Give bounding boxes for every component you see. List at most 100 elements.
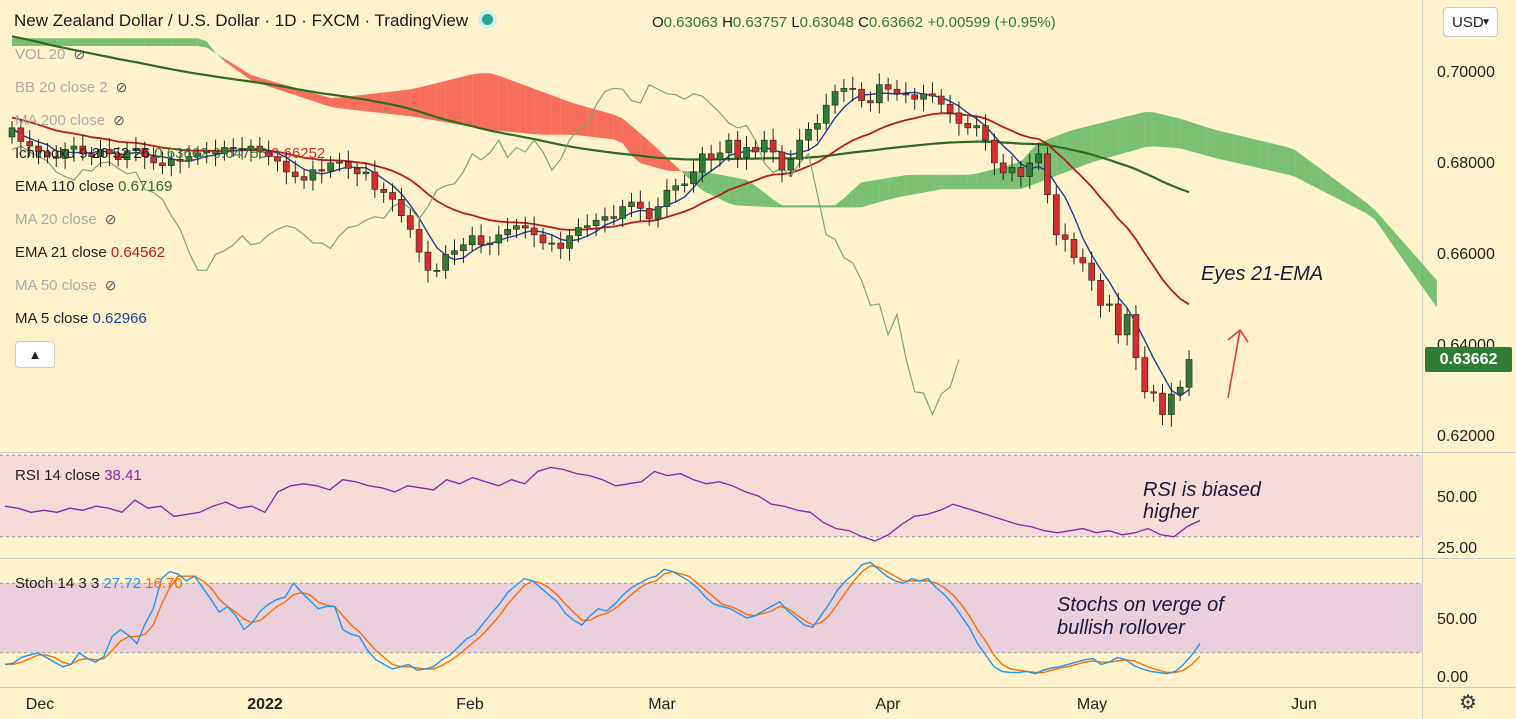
candle bbox=[52, 156, 60, 159]
kumo-segment bbox=[321, 95, 331, 107]
kumo-segment bbox=[82, 38, 92, 46]
kumo-segment bbox=[905, 174, 915, 196]
candle bbox=[840, 87, 848, 92]
candle bbox=[796, 139, 803, 160]
legend-ichimoku-9-26-52-26[interactable]: Ichimoku 9 26 52 26 0.63662 0.64755 0.66… bbox=[15, 145, 325, 162]
kumo-segment bbox=[976, 171, 986, 190]
legend-ma-50-close[interactable]: MA 50 close ⊘ bbox=[15, 277, 116, 294]
legend-value: 0.66252 bbox=[266, 145, 326, 162]
kumo-segment bbox=[1304, 156, 1313, 186]
candle bbox=[1088, 262, 1095, 281]
candle bbox=[530, 227, 538, 236]
candle bbox=[760, 139, 768, 153]
candle bbox=[504, 229, 511, 236]
candle bbox=[601, 216, 609, 221]
candle bbox=[8, 127, 16, 138]
candle bbox=[663, 189, 671, 207]
kumo-segment bbox=[1251, 138, 1260, 169]
time-tick-label: Dec bbox=[26, 696, 54, 713]
stoch-k-line bbox=[4, 561, 1201, 675]
candle bbox=[300, 176, 308, 181]
kumo-segment bbox=[250, 74, 260, 84]
kumo-segment bbox=[897, 175, 906, 198]
currency-select[interactable]: USD ▼ bbox=[1443, 7, 1498, 37]
last-price-tag: 0.63662 bbox=[1425, 347, 1512, 372]
hidden-eye-icon[interactable]: ⊘ bbox=[73, 46, 86, 62]
candle bbox=[468, 235, 476, 246]
candle bbox=[415, 229, 423, 253]
kumo-segment bbox=[1339, 182, 1349, 205]
legend-ma-5-close[interactable]: MA 5 close 0.62966 bbox=[15, 310, 147, 327]
hidden-eye-icon[interactable]: ⊘ bbox=[104, 277, 117, 293]
kumo-segment bbox=[1277, 144, 1287, 175]
chevron-down-icon: ▼ bbox=[1481, 17, 1491, 28]
candle bbox=[229, 147, 237, 149]
panel-divider bbox=[0, 558, 1516, 559]
kumo-segment bbox=[737, 178, 747, 206]
candle bbox=[238, 148, 246, 150]
kumo-segment bbox=[498, 75, 508, 132]
candle bbox=[79, 145, 87, 155]
kumo-segment bbox=[1215, 129, 1225, 161]
kumo-segment bbox=[1401, 240, 1411, 270]
kumo-segment bbox=[1242, 136, 1251, 167]
kumo-segment bbox=[826, 205, 836, 208]
hidden-eye-icon[interactable]: ⊘ bbox=[115, 79, 128, 95]
kumo-segment bbox=[773, 199, 782, 208]
kumo-segment bbox=[702, 171, 712, 195]
candle bbox=[486, 242, 494, 246]
candle bbox=[442, 254, 449, 271]
candle bbox=[132, 148, 140, 151]
kumo-segment bbox=[1074, 127, 1083, 170]
collapse-legend-button[interactable]: ▲ bbox=[15, 341, 55, 368]
settings-gear-icon[interactable]: ⚙ bbox=[1459, 692, 1477, 714]
kumo-segment bbox=[967, 173, 977, 190]
legend-vol-20[interactable]: VOL 20 ⊘ bbox=[15, 46, 85, 63]
legend-ma-200-close[interactable]: MA 200 close ⊘ bbox=[15, 112, 125, 129]
annotation-stoch: bullish rollover bbox=[1057, 617, 1186, 639]
legend-bb-20-close-2[interactable]: BB 20 close 2 ⊘ bbox=[15, 79, 127, 96]
kumo-segment bbox=[1224, 132, 1234, 163]
candle bbox=[893, 88, 901, 95]
kumo-segment bbox=[1206, 127, 1216, 159]
kumo-segment bbox=[73, 38, 83, 46]
candle bbox=[849, 87, 857, 90]
symbol-title[interactable]: New Zealand Dollar / U.S. Dollar · 1D · … bbox=[14, 11, 469, 30]
legend-rsi[interactable]: RSI 14 close 38.41 bbox=[15, 467, 142, 484]
kumo-segment bbox=[879, 178, 889, 203]
hidden-eye-icon[interactable]: ⊘ bbox=[113, 112, 125, 128]
legend-value: 0.62966 bbox=[88, 310, 147, 327]
candle bbox=[318, 169, 326, 172]
legend-stoch[interactable]: Stoch 14 3 3 27.72 16.70 bbox=[15, 575, 183, 592]
kumo-segment bbox=[613, 114, 623, 144]
candle bbox=[822, 104, 830, 124]
candle bbox=[539, 234, 547, 244]
kumo-segment bbox=[525, 85, 535, 135]
kumo-segment bbox=[1419, 260, 1428, 296]
kumo-segment bbox=[1392, 229, 1402, 258]
kumo-segment bbox=[781, 205, 791, 208]
legend-ma-20-close[interactable]: MA 20 close ⊘ bbox=[15, 211, 116, 228]
kumo-segment bbox=[843, 189, 853, 208]
candle bbox=[858, 88, 865, 101]
kumo-segment bbox=[675, 165, 685, 175]
legend-ema-21-close[interactable]: EMA 21 close 0.64562 bbox=[15, 244, 165, 261]
candle bbox=[513, 225, 520, 230]
candle bbox=[389, 192, 396, 200]
kumo-segment bbox=[171, 38, 181, 46]
kumo-segment bbox=[958, 174, 968, 190]
kumo-segment bbox=[835, 198, 844, 208]
candle bbox=[168, 158, 175, 166]
kumo-segment bbox=[1383, 219, 1393, 245]
candle bbox=[982, 125, 989, 141]
kumo-segment bbox=[401, 89, 411, 117]
chevron-up-icon: ▲ bbox=[28, 347, 42, 362]
legend-ema-110-close[interactable]: EMA 110 close 0.67169 bbox=[15, 178, 172, 195]
kumo-segment bbox=[392, 90, 402, 116]
candle bbox=[203, 150, 210, 154]
legend-label: EMA 110 close bbox=[15, 178, 114, 195]
hidden-eye-icon[interactable]: ⊘ bbox=[104, 211, 117, 227]
candle bbox=[592, 219, 600, 227]
candle bbox=[424, 251, 432, 271]
